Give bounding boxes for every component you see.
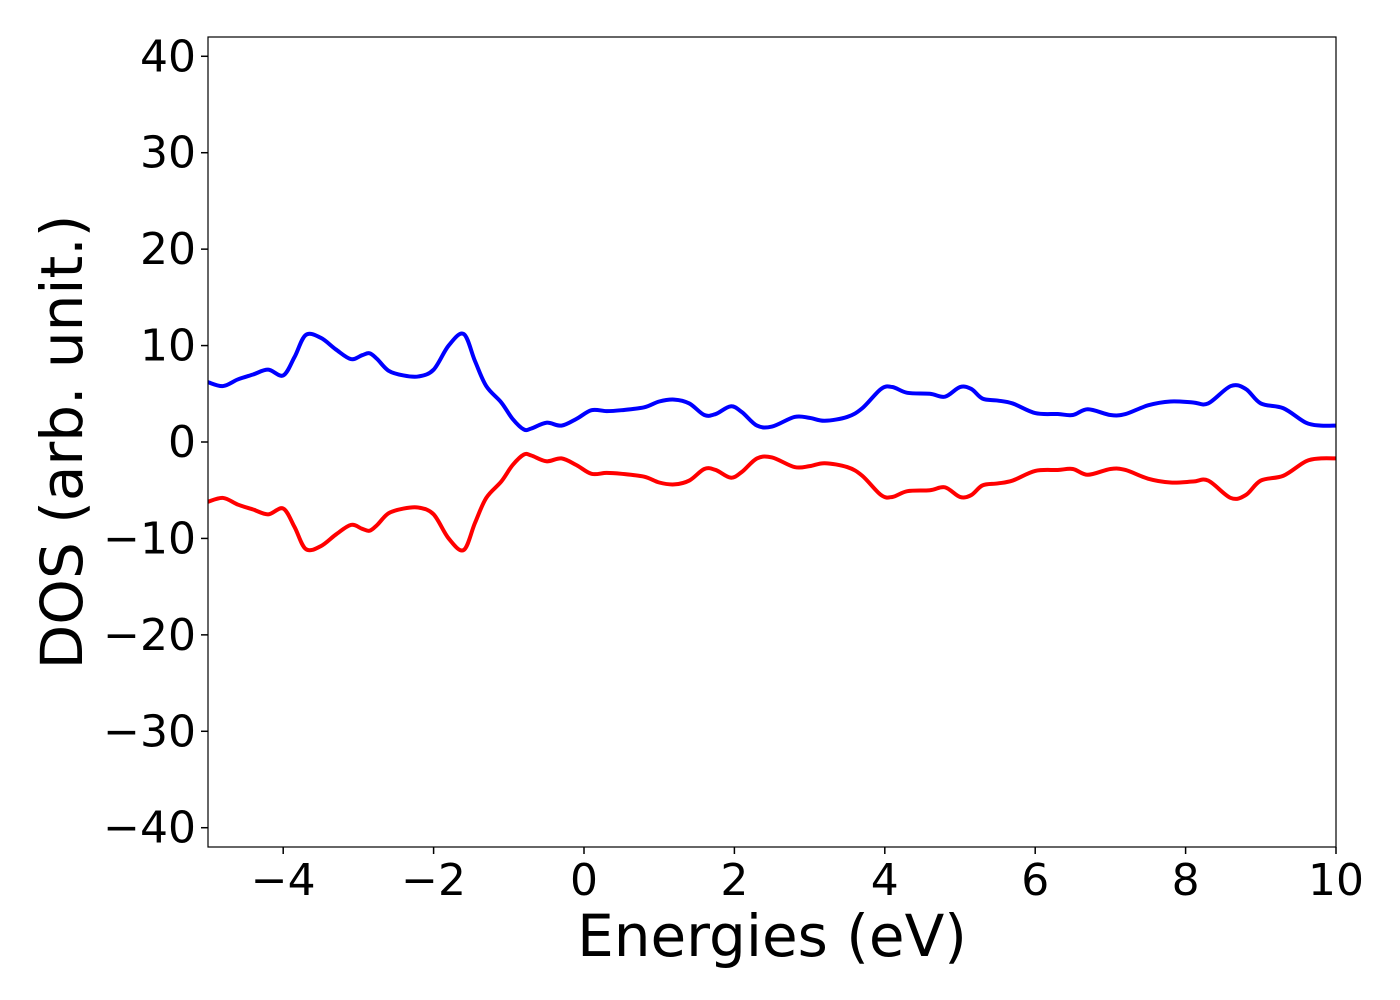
x-tick-label: 0: [570, 855, 598, 906]
x-tick-label: 10: [1308, 855, 1364, 906]
y-tick-label: −10: [103, 513, 196, 564]
x-tick-label: 8: [1172, 855, 1200, 906]
x-tick-label: 6: [1021, 855, 1049, 906]
dos-curve-negative: [207, 451, 1337, 553]
y-tick-label: 30: [140, 128, 196, 179]
y-axis: −40 −30 −20 −10 0 10 20 30 40: [103, 31, 208, 854]
y-axis-label: DOS (arb. unit.): [28, 215, 96, 670]
x-tick-label: −2: [401, 855, 466, 906]
y-tick-label: −20: [103, 610, 196, 661]
x-tick-label: 4: [871, 855, 899, 906]
y-tick-label: −30: [103, 706, 196, 757]
y-tick-label: −40: [103, 803, 196, 854]
y-tick-label: 40: [140, 31, 196, 82]
x-axis-label: Energies (eV): [577, 902, 967, 970]
y-tick-label: 20: [140, 224, 196, 275]
y-tick-label: 10: [140, 321, 196, 372]
x-tick-label: −4: [251, 855, 316, 906]
x-axis: −4 −2 0 2 4 6 8 10: [251, 847, 1364, 906]
plot-frame: [207, 36, 1337, 848]
y-tick-label: 0: [168, 417, 196, 468]
x-tick-label: 2: [720, 855, 748, 906]
dos-curve-positive: [207, 331, 1337, 433]
series-layer: [207, 331, 1337, 553]
